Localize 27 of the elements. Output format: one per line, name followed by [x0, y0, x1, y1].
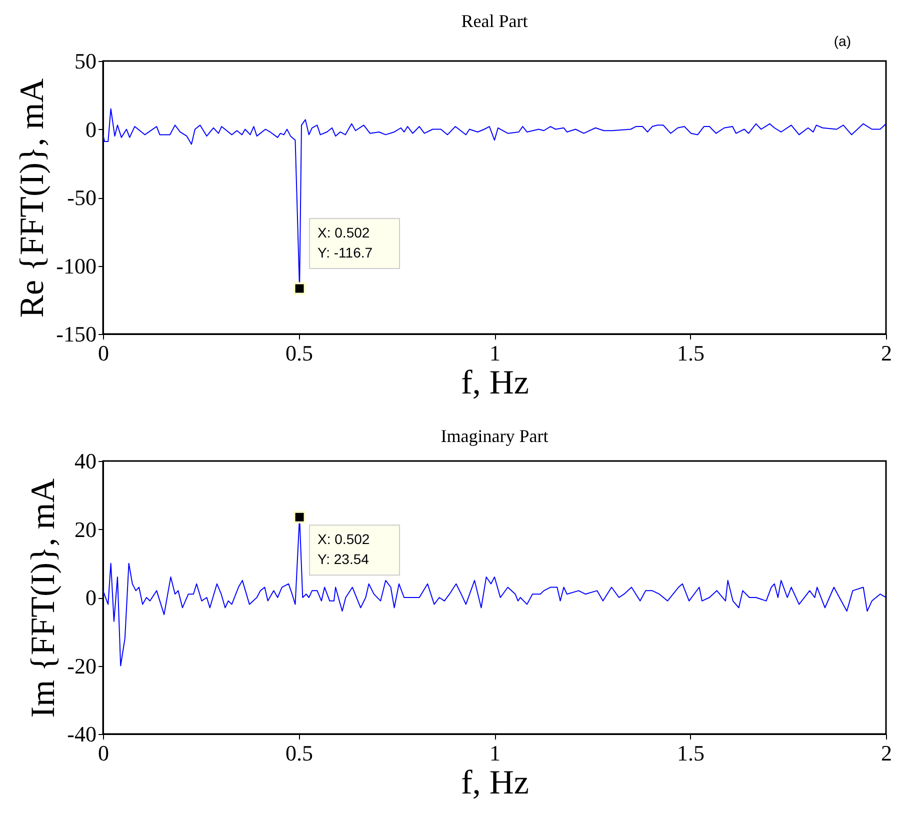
x-axis-title: f, Hz [461, 764, 529, 802]
y-tick-label: 50 [74, 48, 96, 74]
annotation: X: 0.502 Y: -116.7 [318, 224, 373, 261]
y-axis-title: Re {FFT(I)}, mA [14, 78, 52, 318]
text: (a) [834, 33, 851, 49]
annotation: X: 0.502 Y: 23.54 [318, 531, 370, 568]
x-tick-label: 1.5 [677, 340, 704, 366]
y-tick-label: -100 [56, 253, 96, 278]
x-tick-label: 2 [881, 340, 892, 366]
x-tick-label: 0.5 [286, 340, 313, 366]
x-tick-label: 2 [881, 740, 892, 766]
y-tick-label: -20 [67, 653, 96, 678]
y-tick-label: -150 [56, 322, 96, 346]
x-tick-label: 0.5 [286, 740, 313, 766]
y-tick-label: -50 [67, 185, 96, 210]
chart-title: Imaginary Part [440, 426, 548, 446]
y-tick-label: 0 [86, 585, 96, 610]
x-axis-title: f, Hz [461, 364, 529, 402]
chart-title: Real Part [461, 11, 528, 31]
x-tick-label: 1.5 [677, 740, 704, 766]
y-tick-label: 0 [86, 116, 96, 142]
x-tick-label: 1 [490, 340, 500, 366]
y-tick-label: 40 [74, 448, 96, 474]
y-tick-label: 20 [74, 516, 96, 542]
y-tick-label: -40 [67, 722, 96, 746]
y-axis-title: Im {FFT(I)}, mA [25, 478, 62, 718]
x-tick-label: 1 [490, 740, 500, 766]
